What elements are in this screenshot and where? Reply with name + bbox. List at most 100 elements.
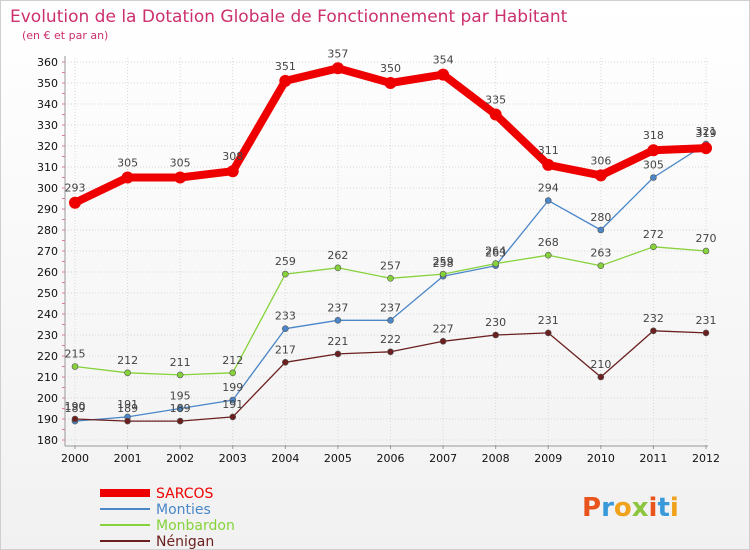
x-tick-label: 2007 xyxy=(429,452,457,465)
y-tick-label: 220 xyxy=(37,350,58,363)
y-tick-label: 270 xyxy=(37,245,58,258)
data-label: 237 xyxy=(380,301,401,314)
logo-letter: P xyxy=(582,493,601,523)
y-tick-label: 340 xyxy=(37,98,58,111)
data-point xyxy=(647,144,660,157)
data-point xyxy=(650,174,657,181)
data-point xyxy=(226,165,239,178)
chart-title: Evolution de la Dotation Globale de Fonc… xyxy=(10,7,568,27)
data-point xyxy=(597,226,605,234)
data-label: 189 xyxy=(65,402,86,415)
data-label: 221 xyxy=(327,335,348,348)
logo-letter: o xyxy=(614,493,632,523)
data-point xyxy=(384,77,397,89)
data-label: 262 xyxy=(327,249,348,262)
data-point xyxy=(594,169,607,182)
legend-label: Monties xyxy=(156,502,211,518)
y-tick-label: 210 xyxy=(37,371,58,384)
y-tick-label: 320 xyxy=(37,140,58,153)
logo-letter: t xyxy=(657,493,669,523)
data-point xyxy=(650,243,657,251)
data-point xyxy=(492,260,499,267)
data-label: 195 xyxy=(170,390,191,403)
data-point xyxy=(71,415,79,423)
data-point xyxy=(334,264,342,272)
data-point xyxy=(544,329,552,337)
data-label: 357 xyxy=(327,47,348,60)
data-label: 311 xyxy=(538,144,559,157)
data-label: 191 xyxy=(222,398,243,411)
data-label: 227 xyxy=(433,322,454,335)
x-tick-label: 2000 xyxy=(61,452,89,465)
data-point xyxy=(229,369,237,377)
data-label: 259 xyxy=(433,255,454,268)
data-label: 268 xyxy=(538,236,559,249)
data-label: 319 xyxy=(696,127,717,140)
data-point xyxy=(489,108,502,121)
plot-area: 180 190 200 210 220 230 240 250 260 270 280 290 300 3… xyxy=(37,47,720,465)
data-point xyxy=(700,142,712,155)
y-tick-label: 310 xyxy=(37,161,58,174)
legend-label: SARCOS xyxy=(156,486,214,502)
y-tick-label: 280 xyxy=(37,224,58,237)
x-tick-label: 2002 xyxy=(166,452,194,465)
data-point xyxy=(334,350,342,358)
data-label: 233 xyxy=(275,310,296,323)
y-tick-label: 360 xyxy=(37,56,58,69)
y-tick-label: 330 xyxy=(37,119,58,132)
data-label: 230 xyxy=(485,316,506,329)
x-tick-label: 2009 xyxy=(534,452,562,465)
y-tick-label: 190 xyxy=(37,413,58,426)
logo-text: Proxiti xyxy=(582,493,679,523)
data-point xyxy=(542,158,555,171)
y-tick-label: 180 xyxy=(37,434,58,447)
y-tick-label: 260 xyxy=(37,266,58,279)
data-label: 305 xyxy=(643,159,664,172)
data-label: 351 xyxy=(275,60,296,73)
data-point xyxy=(702,247,710,255)
data-label: 232 xyxy=(643,312,664,325)
data-label: 231 xyxy=(538,314,559,327)
data-point xyxy=(387,274,394,282)
data-point xyxy=(334,316,342,324)
data-label: 270 xyxy=(696,232,717,245)
y-tick-label: 300 xyxy=(37,182,58,195)
data-point xyxy=(121,171,134,184)
data-label: 280 xyxy=(590,211,611,224)
legend-label: Monbardon xyxy=(156,518,235,534)
data-point xyxy=(176,405,184,412)
data-label: 294 xyxy=(538,182,559,195)
data-point xyxy=(702,329,710,337)
data-point xyxy=(71,363,79,370)
x-tick-label: 2006 xyxy=(377,452,405,465)
data-label: 321 xyxy=(696,125,717,138)
data-point xyxy=(439,337,447,345)
x-tick-label: 2012 xyxy=(692,452,720,465)
data-point xyxy=(69,196,81,209)
data-point xyxy=(279,74,292,87)
data-label: 354 xyxy=(433,54,454,67)
x-tick-label: 2001 xyxy=(114,452,142,465)
data-label: 189 xyxy=(117,402,138,415)
x-tick-label: 2003 xyxy=(219,452,247,465)
data-label: 305 xyxy=(117,157,138,170)
data-label: 210 xyxy=(590,358,611,371)
data-label: 350 xyxy=(380,62,401,75)
data-label: 308 xyxy=(222,150,243,163)
data-label: 259 xyxy=(275,255,296,268)
y-tick-label: 200 xyxy=(37,392,58,405)
x-tick-label: 2004 xyxy=(271,452,299,465)
data-point xyxy=(124,417,131,425)
data-label: 258 xyxy=(433,257,454,270)
chart-subtitle: (en € et par an) xyxy=(22,29,108,42)
data-label: 264 xyxy=(485,245,506,258)
data-point xyxy=(544,251,552,259)
y-tick-label: 230 xyxy=(37,329,58,342)
data-label: 191 xyxy=(117,398,138,411)
x-tick-label: 2010 xyxy=(587,452,615,465)
data-label: 263 xyxy=(485,247,506,260)
data-point xyxy=(174,171,187,184)
data-label: 215 xyxy=(65,348,86,361)
